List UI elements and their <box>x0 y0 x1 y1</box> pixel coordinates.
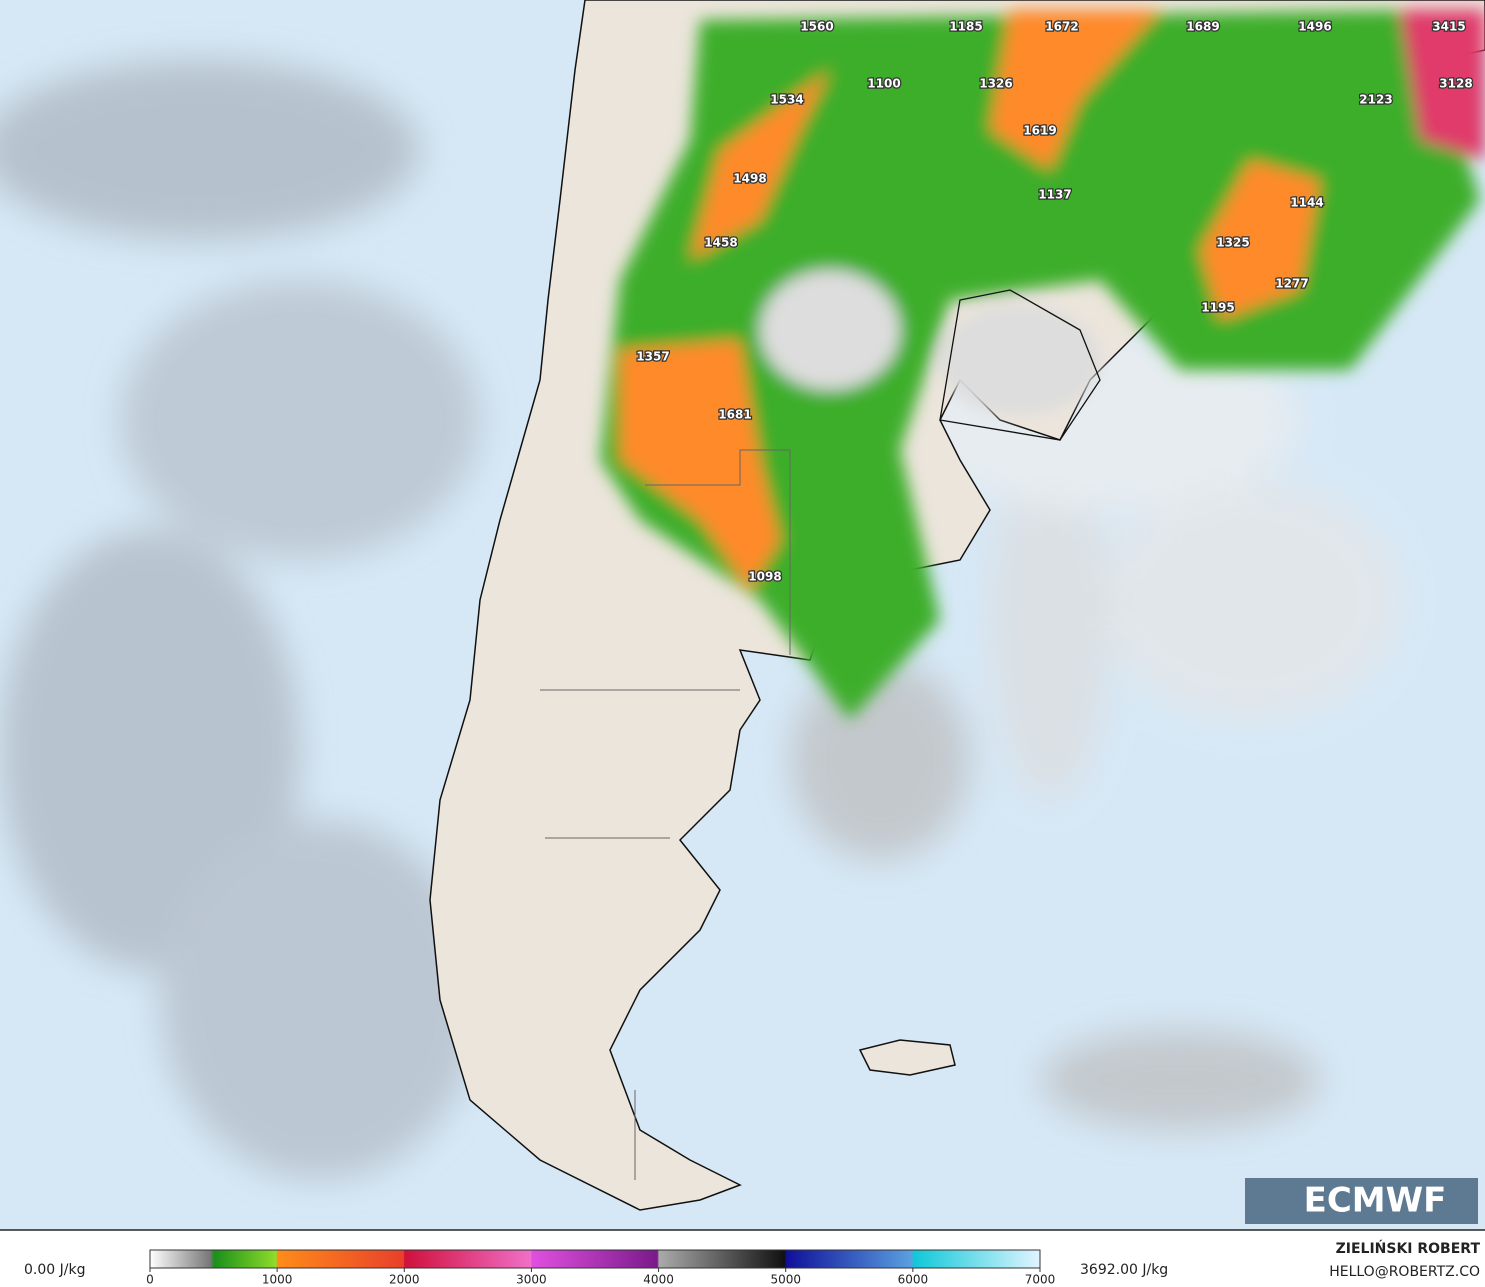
value-label: 1560 <box>800 20 833 34</box>
value-label: 1672 <box>1045 20 1078 34</box>
value-label: 1098 <box>748 570 781 584</box>
logo: ECMWF <box>1304 1181 1447 1221</box>
value-label: 1277 <box>1275 277 1308 291</box>
credit-author: ZIELIŃSKI ROBERT <box>1336 1239 1481 1257</box>
value-label: 1681 <box>718 408 751 422</box>
islands <box>858 1039 956 1076</box>
value-label: 1357 <box>636 350 669 364</box>
value-label: 1458 <box>704 236 737 250</box>
min-label: 0.00 J/kg <box>24 1262 85 1278</box>
value-label: 1100 <box>867 77 900 91</box>
value-label: 1498 <box>733 172 766 186</box>
value-label: 2123 <box>1359 93 1392 107</box>
tick-label: 1000 <box>262 1273 293 1287</box>
value-label: 3128 <box>1439 77 1472 91</box>
value-label: 1137 <box>1038 188 1071 202</box>
provinces <box>540 449 791 1180</box>
tick-label: 2000 <box>389 1273 420 1287</box>
value-label: 1619 <box>1023 124 1056 138</box>
value-label: 1534 <box>770 93 803 107</box>
colorbar <box>149 1249 1041 1269</box>
tick-label: 4000 <box>643 1273 674 1287</box>
tick-label: 6000 <box>898 1273 929 1287</box>
tick-label: 3000 <box>516 1273 547 1287</box>
cape-field <box>600 10 1485 720</box>
value-label: 1325 <box>1216 236 1249 250</box>
tick-label: 7000 <box>1025 1273 1056 1287</box>
clouds <box>0 60 1400 1180</box>
value-label: 1144 <box>1290 196 1323 210</box>
tick-label: 5000 <box>770 1273 801 1287</box>
value-label: 3415 <box>1432 20 1465 34</box>
credit-contact: HELLO@ROBERTZ.CO <box>1329 1264 1480 1280</box>
value-label: 1326 <box>979 77 1012 91</box>
value-label: 1195 <box>1201 301 1234 315</box>
value-label: 1496 <box>1298 20 1331 34</box>
max-label: 3692.00 J/kg <box>1080 1262 1168 1278</box>
border <box>939 289 1101 441</box>
value-label: 1689 <box>1186 20 1219 34</box>
logo-box <box>1245 1178 1478 1224</box>
tick-label: 0 <box>146 1273 154 1287</box>
value-label: 1185 <box>949 20 982 34</box>
map: 1560 1185 1672 1689 1496 3415 1100 1326 … <box>0 0 1485 1230</box>
